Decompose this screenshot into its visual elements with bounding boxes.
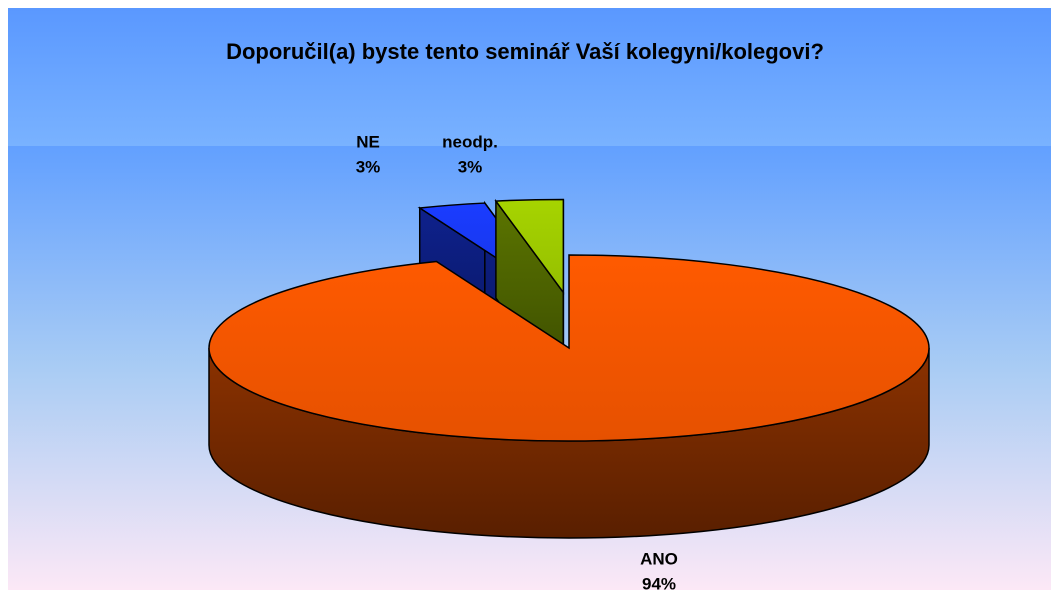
slice-label-value: 94%: [642, 574, 676, 590]
slice: [494, 198, 565, 295]
slice-label-value: 3%: [356, 157, 381, 176]
slice-label-name: neodp.: [442, 132, 498, 151]
slice-label-name: ANO: [640, 549, 678, 568]
slice-label-value: 3%: [458, 157, 483, 176]
slice-label-name: NE: [356, 132, 380, 151]
pie: [208, 198, 930, 539]
slice: [208, 254, 930, 442]
background-top: [8, 8, 1051, 146]
chart-title: Doporučil(a) byste tento seminář Vaší ko…: [226, 39, 824, 64]
